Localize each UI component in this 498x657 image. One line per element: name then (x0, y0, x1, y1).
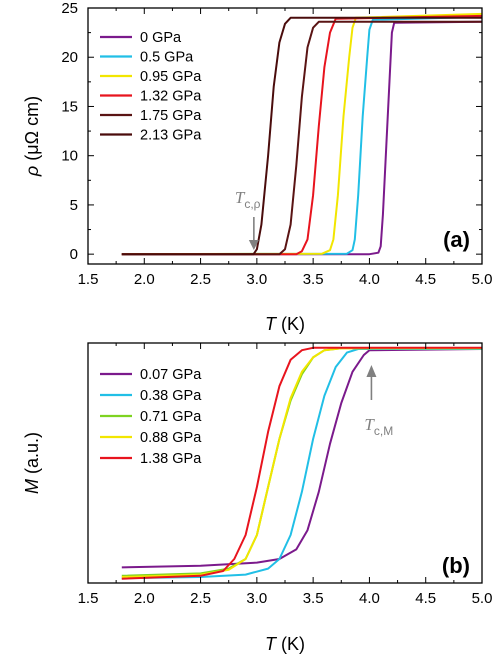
a-x-tick-label-2: 2.5 (190, 271, 211, 288)
a-tc-arrow-head (248, 240, 259, 250)
b-x-axis-label: T (K) (265, 634, 305, 654)
b-panel-label: (b) (442, 553, 470, 578)
a-legend-label-3: 1.32 GPa (140, 89, 202, 105)
b-series-line-1 (121, 348, 482, 580)
a-tc-annotation: Tc,ρ (235, 188, 261, 211)
a-legend-label-4: 1.75 GPa (140, 108, 202, 124)
b-legend-label-4: 1.38 GPa (140, 451, 202, 467)
panel-a: 1.5 2.0 2.5 3.0 3.5 4.0 4.5 5.0 0 5 10 15 20 25 T (K) ρ… (22, 0, 492, 334)
b-series-line-3 (121, 347, 482, 578)
b-x-tick-label-7: 5.0 (472, 590, 493, 607)
a-tc-annotation-main: T (235, 188, 246, 207)
b-x-tick-label-6: 4.5 (415, 590, 436, 607)
b-legend-label-2: 0.71 GPa (140, 409, 202, 425)
a-y-axis-label-var: ρ (22, 166, 42, 177)
b-tc-annotation: Tc,M (364, 415, 393, 438)
a-y-tick-label-0: 0 (70, 246, 78, 263)
a-x-tick-label-4: 3.5 (303, 271, 324, 288)
b-series-line-0 (121, 348, 483, 569)
a-legend-label-0: 0 GPa (140, 30, 182, 46)
a-y-tick-label-2: 10 (61, 148, 78, 165)
a-panel-label: (a) (443, 227, 470, 252)
a-legend-label-2: 0.95 GPa (140, 69, 202, 85)
b-x-tick-label-1: 2.0 (134, 590, 155, 607)
a-tc-arrow (248, 217, 259, 250)
panel-b: 1.5 2.0 2.5 3.0 3.5 4.0 4.5 5.0 T (K) M (a.u.) 0.0… (22, 342, 493, 654)
b-tc-annotation-main: T (364, 415, 375, 434)
a-series-line-0 (121, 20, 483, 256)
b-legend-label-1: 0.38 GPa (140, 388, 202, 404)
b-x-tick-label-5: 4.0 (359, 590, 380, 607)
b-y-axis-label-var: M (22, 479, 42, 494)
a-x-tick-label-7: 5.0 (472, 271, 493, 288)
a-x-tick-label-0: 1.5 (78, 271, 99, 288)
b-tc-annotation-sub-italic: M (383, 424, 393, 438)
a-x-tick-label-3: 3.0 (246, 271, 267, 288)
a-y-tick-label-3: 15 (61, 98, 78, 115)
a-x-tick-label-5: 4.0 (359, 271, 380, 288)
b-y-axis-label-unit: (a.u.) (22, 432, 42, 479)
a-series-line-5 (121, 16, 482, 256)
a-y-tick-label-5: 25 (61, 0, 78, 17)
a-y-axis-label-unit: (μΩ cm) (22, 96, 42, 166)
b-tc-arrow (366, 365, 377, 400)
b-x-tick-label-2: 2.5 (190, 590, 211, 607)
a-series-line-3 (121, 14, 483, 256)
a-tc-annotation-sub: c,ρ (244, 197, 260, 211)
a-legend-label-5: 2.13 GPa (140, 128, 202, 144)
b-x-axis-label-var: T (265, 634, 278, 654)
b-x-tick-label-4: 3.5 (303, 590, 324, 607)
a-x-tick-label-6: 4.5 (415, 271, 436, 288)
a-y-tick-label-4: 20 (61, 49, 78, 66)
a-x-axis-label-var: T (265, 314, 278, 334)
a-series-line-4 (121, 20, 482, 256)
b-legend-label-3: 0.88 GPa (140, 430, 202, 446)
b-y-axis-label: M (a.u.) (22, 432, 42, 494)
b-x-axis-label-unit: (K) (276, 634, 305, 654)
a-legend-label-1: 0.5 GPa (140, 50, 194, 66)
a-x-tick-label-1: 2.0 (134, 271, 155, 288)
a-y-axis-label: ρ (μΩ cm) (22, 96, 42, 177)
a-series-line-1 (121, 15, 483, 256)
b-legend-label-0: 0.07 GPa (140, 367, 202, 383)
a-y-tick-label-1: 5 (70, 197, 78, 214)
b-tc-arrow-head (366, 365, 377, 377)
b-x-tick-label-3: 3.0 (246, 590, 267, 607)
b-tc-annotation-sub: c, (374, 424, 383, 438)
b-x-tick-label-0: 1.5 (78, 590, 99, 607)
a-x-axis-label-unit: (K) (276, 314, 305, 334)
a-x-axis-label: T (K) (265, 314, 305, 334)
